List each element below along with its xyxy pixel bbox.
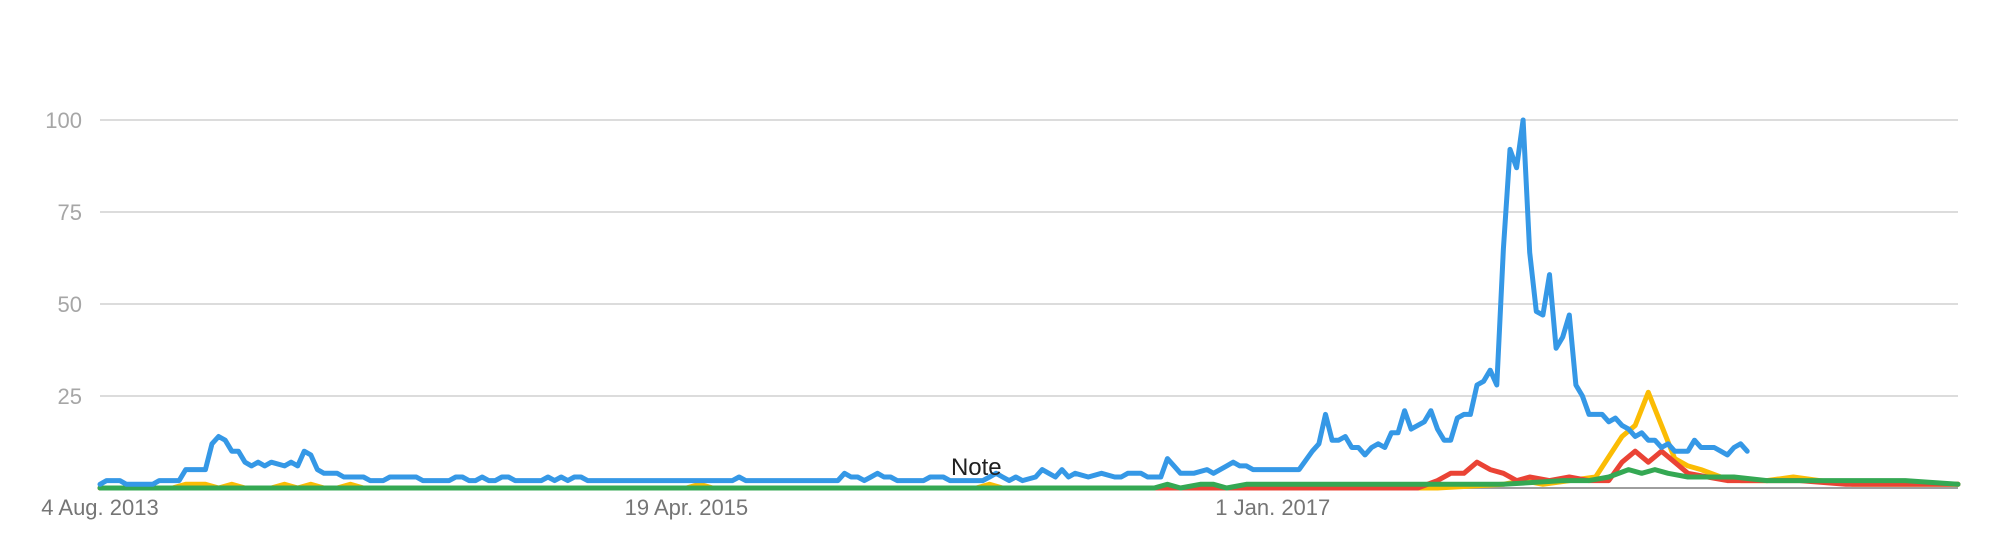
x-tick-label-1: 19 Apr. 2015 — [625, 495, 749, 520]
series-line-3 — [97, 117, 1750, 487]
series-line-2 — [97, 467, 1961, 491]
annotation-note-0[interactable]: Note — [951, 454, 1002, 481]
y-tick-label-25: 25 — [58, 384, 82, 409]
y-tick-label-50: 50 — [58, 292, 82, 317]
x-tick-label-0: 4 Aug. 2013 — [41, 495, 158, 520]
y-tick-label-75: 75 — [58, 200, 82, 225]
x-axis-tick-labels: 4 Aug. 2013 19 Apr. 2015 1 Jan. 2017 — [41, 495, 1330, 520]
y-tick-label-100: 100 — [45, 108, 82, 133]
y-axis-tick-labels: 25 50 75 100 — [45, 108, 82, 409]
x-tick-label-2: 1 Jan. 2017 — [1215, 495, 1330, 520]
series-lines — [97, 117, 1961, 491]
chart-annotations: Note — [951, 454, 1002, 481]
gridlines — [100, 119, 1958, 489]
